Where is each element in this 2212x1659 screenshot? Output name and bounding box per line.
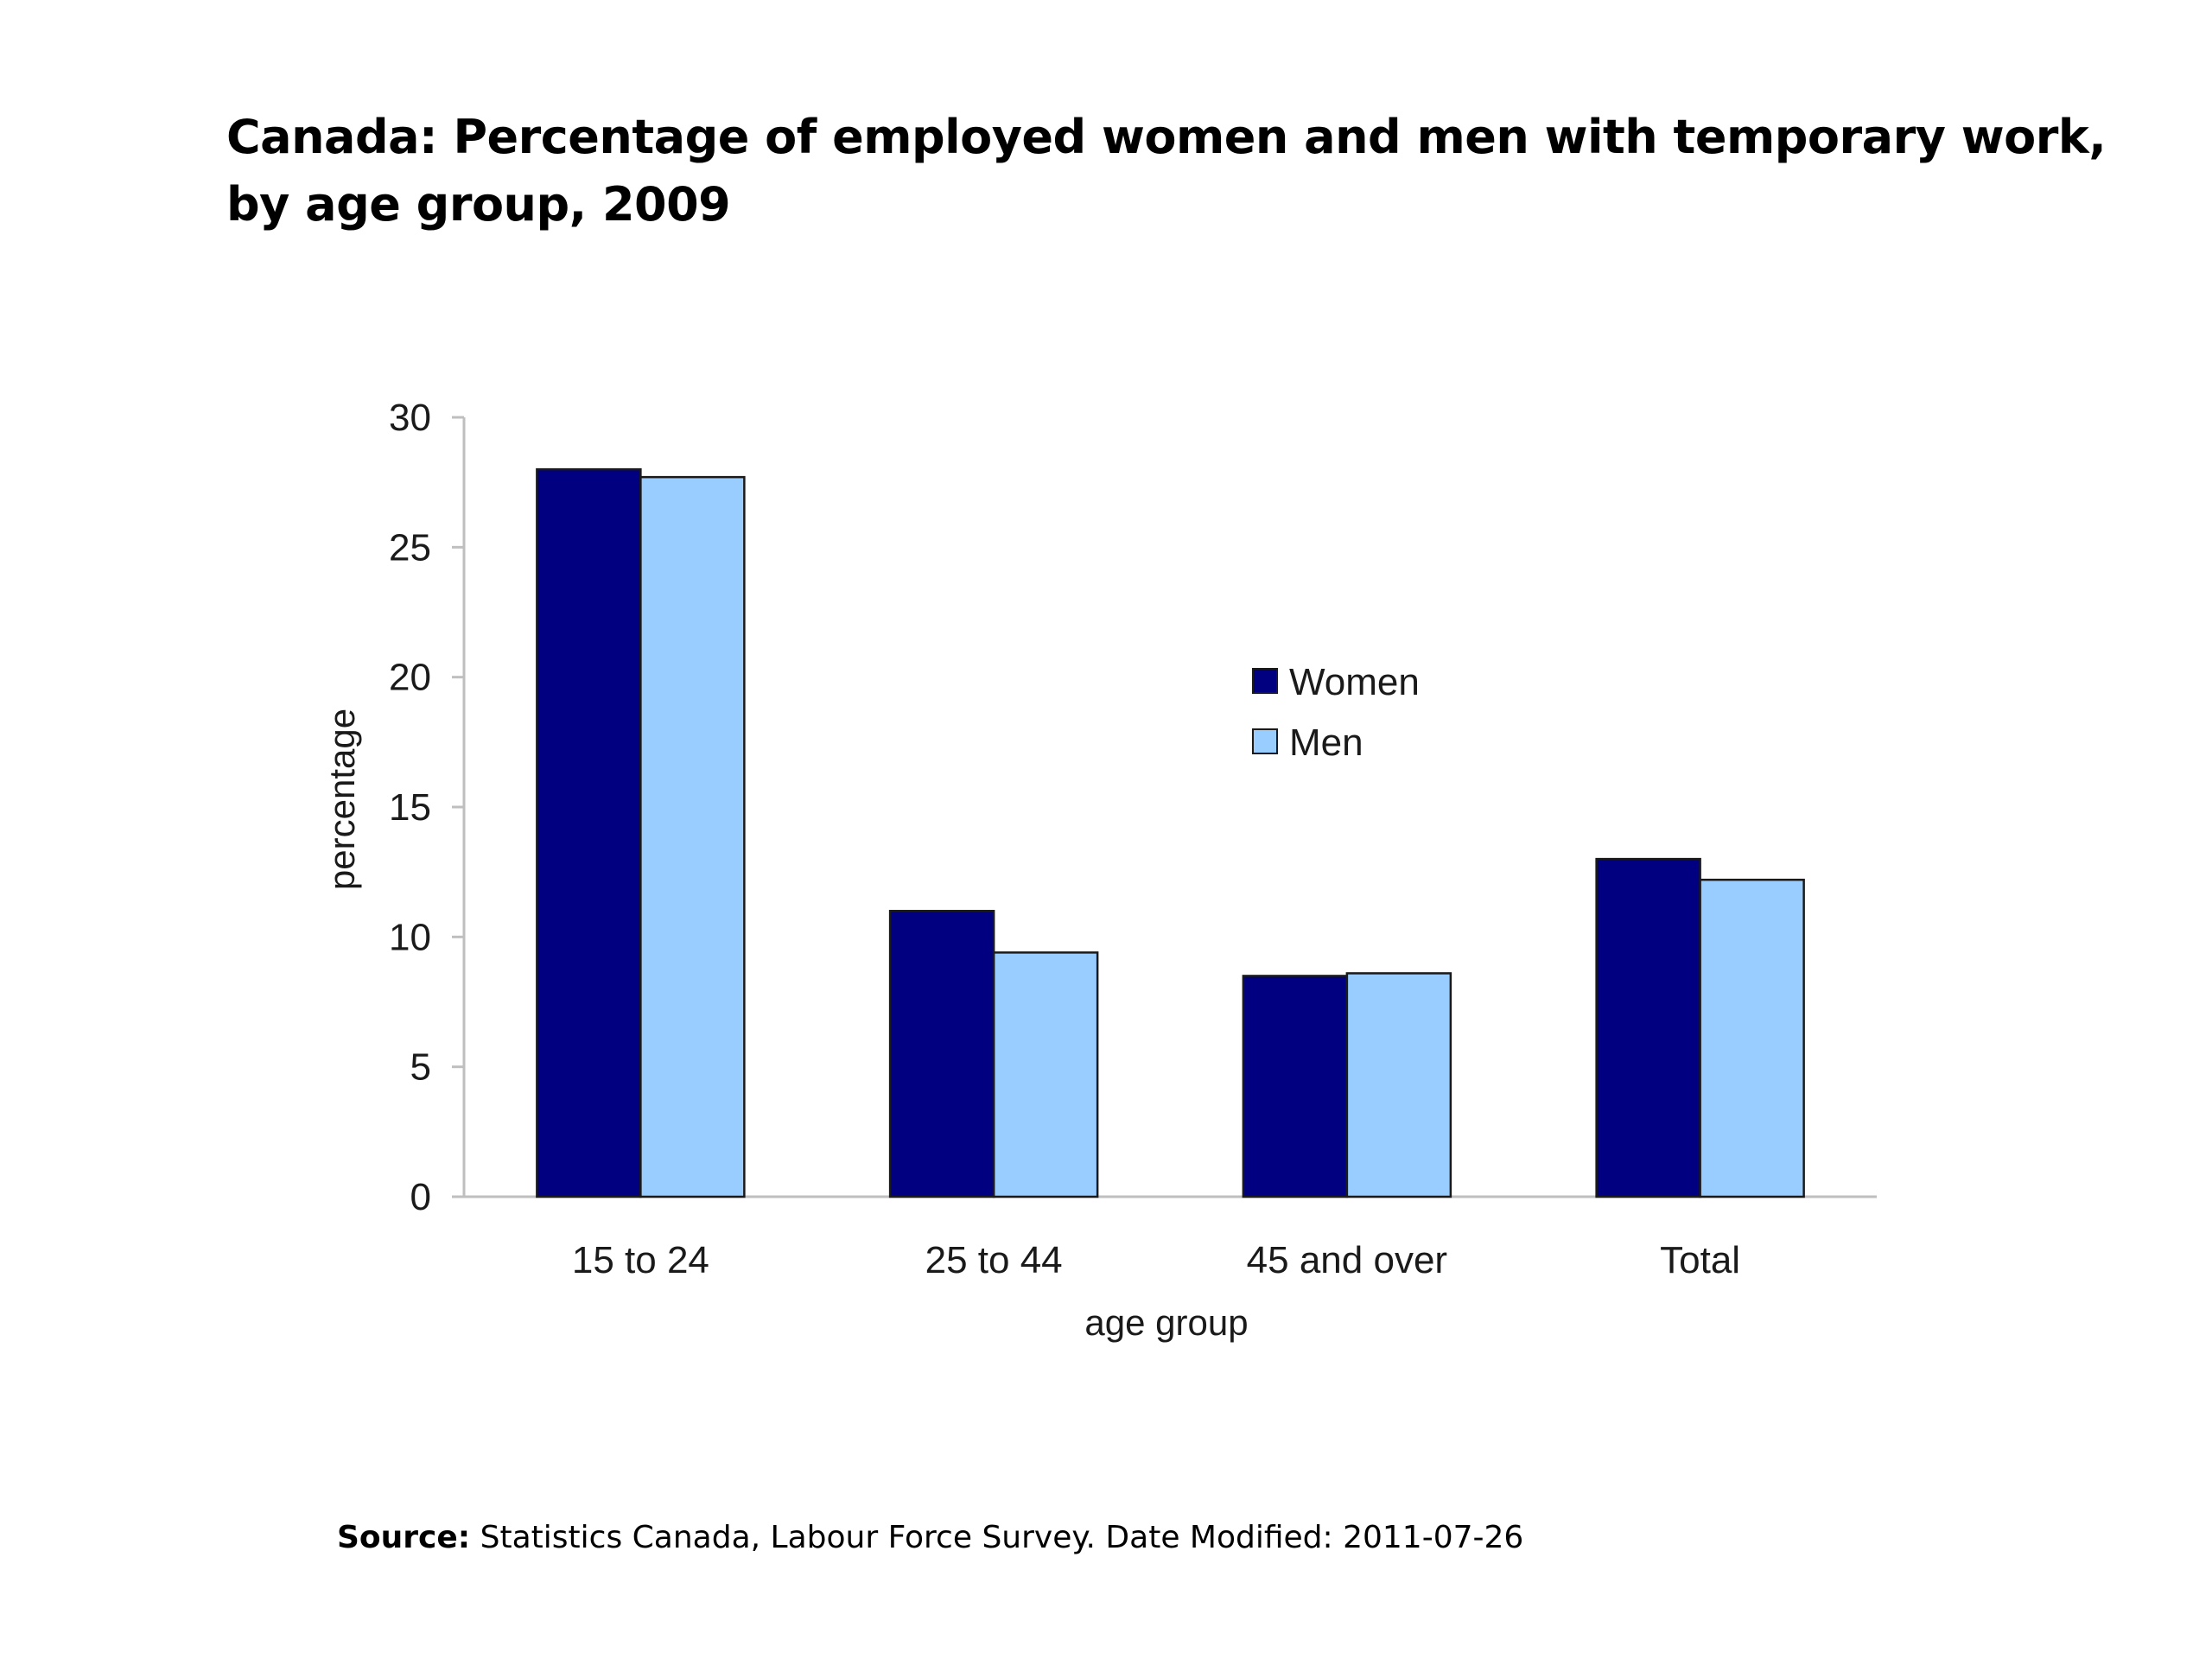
- y-tick-label: 25: [389, 526, 431, 569]
- x-axis: 15 to 24 25 to 44 45 and over Total: [464, 1195, 1877, 1281]
- y-tick-label: 0: [410, 1176, 431, 1218]
- y-tick-label: 5: [410, 1046, 431, 1089]
- legend: Women Men: [1252, 661, 1420, 764]
- bar-women: [536, 467, 642, 1198]
- chart-title: Canada: Percentage of employed women and…: [226, 110, 2107, 232]
- x-tick-label: 25 to 44: [925, 1239, 1063, 1281]
- y-tick-label: 20: [389, 657, 431, 699]
- x-axis-title: age group: [1084, 1302, 1248, 1343]
- bar-men: [1345, 972, 1452, 1198]
- legend-swatch-men: [1252, 728, 1278, 754]
- bar-men: [992, 951, 1099, 1198]
- bar-men: [1699, 878, 1805, 1198]
- y-tick-label: 30: [389, 397, 431, 439]
- bars: [536, 467, 1805, 1198]
- bar-men: [639, 475, 746, 1198]
- x-tick-label: 15 to 24: [572, 1239, 709, 1281]
- bar-women: [888, 910, 995, 1198]
- bar-women: [1242, 975, 1349, 1198]
- source-label: Source:: [337, 1520, 471, 1555]
- legend-label-men: Men: [1289, 721, 1363, 764]
- x-tick-label: Total: [1660, 1239, 1740, 1281]
- source-text: Statistics Canada, Labour Force Survey. …: [480, 1520, 1524, 1555]
- x-tick-label: 45 and over: [1247, 1239, 1447, 1281]
- y-axis-title: percentage: [321, 709, 362, 890]
- y-axis: 0 5 10 15 20 25 30: [389, 397, 466, 1218]
- y-tick-label: 15: [389, 786, 431, 829]
- bar-women: [1595, 857, 1701, 1198]
- legend-label-women: Women: [1289, 661, 1420, 703]
- source-note: Source: Statistics Canada, Labour Force …: [337, 1519, 1523, 1557]
- legend-swatch-women: [1252, 668, 1278, 694]
- y-tick-label: 10: [389, 916, 431, 958]
